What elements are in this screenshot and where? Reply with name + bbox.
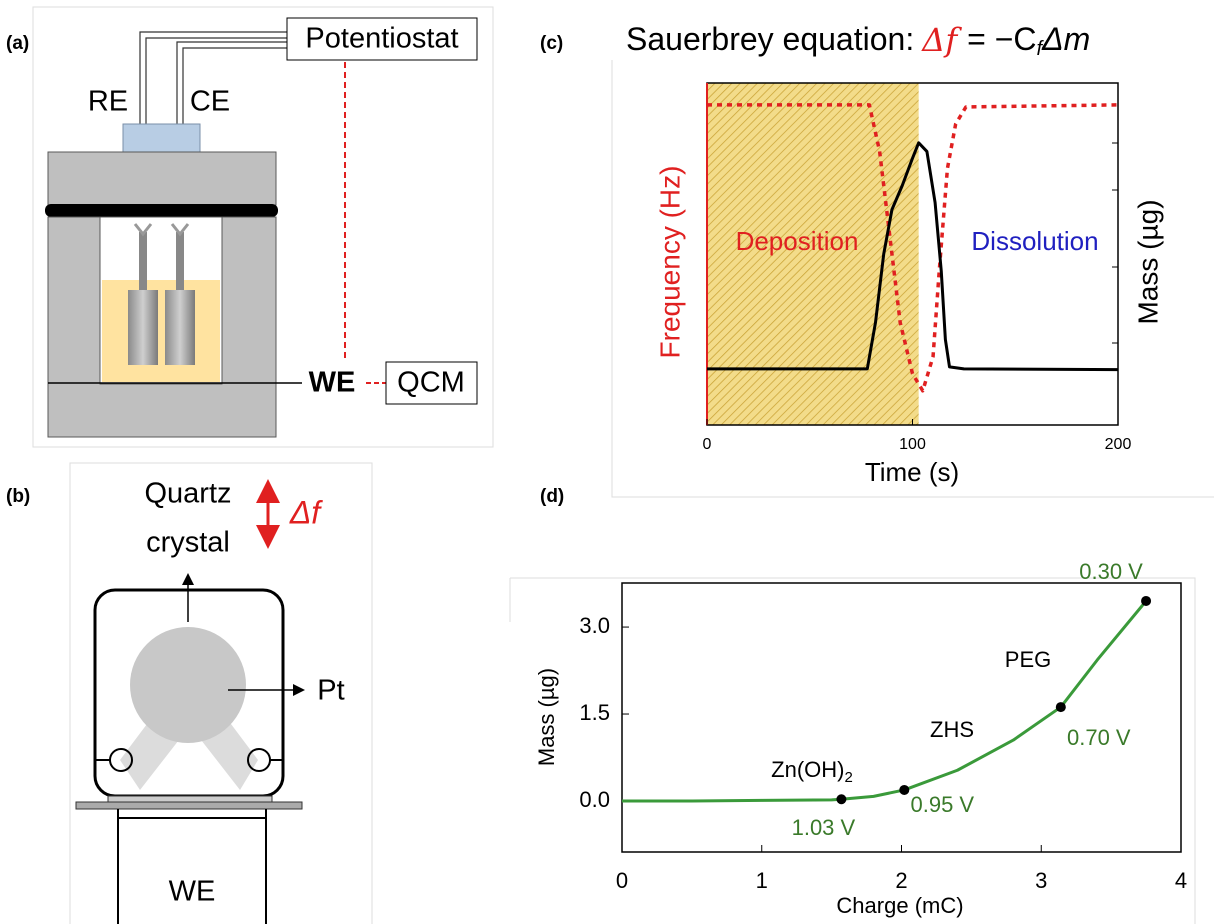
marker: [899, 785, 909, 795]
x-tick-label: 0: [616, 868, 628, 893]
marker: [836, 794, 846, 804]
y2-axis-label: Mass (µg): [1132, 199, 1163, 324]
phase-label: Zn(OH)2: [771, 757, 853, 786]
label: Δf: [289, 494, 323, 530]
label: Quartz: [144, 478, 231, 510]
title-text: Sauerbrey equation:: [626, 21, 914, 57]
phase-sub: 2: [844, 769, 852, 786]
plate: [76, 802, 302, 809]
page: {"panel_labels": ["(a)", "(b)", "(c)", "…: [0, 0, 1214, 924]
y-axis-label: Frequency (Hz): [654, 166, 685, 359]
x-tick-label: 2: [895, 868, 907, 893]
electrode: [165, 290, 195, 365]
lid: [48, 152, 276, 205]
panel-b: Quartz crystal Δf Pt WE: [70, 463, 372, 924]
point-label: 1.03 V: [792, 815, 856, 840]
plot-frame: [622, 583, 1181, 852]
panel-border: [510, 578, 1195, 924]
y-tick-label: 0.0: [579, 787, 610, 812]
equation-lhs: Δf: [920, 21, 962, 59]
panel-c: Sauerbrey equation:Δf= −CfΔm 0 100 200 Time…: [612, 21, 1214, 498]
y-tick-label: 1.5: [579, 700, 610, 725]
panel-d: 0 1 2 3 4 0.0 1.5 3.0 1.03 V 0.95 V 0.70 V 0.30 V Zn…: [510, 559, 1195, 924]
x-tick-label: 3: [1035, 868, 1047, 893]
x-tick-label: 4: [1175, 868, 1187, 893]
panel-label: (c): [540, 33, 563, 54]
cap: [123, 124, 200, 152]
panel-label: (b): [6, 486, 30, 507]
x-axis-label: Charge (mC): [836, 893, 963, 918]
o-ring: [45, 204, 278, 217]
x-axis-label: Time (s): [865, 457, 959, 487]
y-tick-label: 3.0: [579, 613, 610, 638]
y-axis-label: Mass (µg): [534, 668, 559, 766]
label: WE: [309, 367, 356, 399]
rod: [176, 232, 184, 292]
x-tick-label: 100: [899, 436, 926, 453]
x-tick-label: 0: [703, 436, 712, 453]
label: CE: [190, 86, 230, 118]
series-line: [622, 601, 1146, 801]
plate: [108, 796, 272, 802]
phase-label: PEG: [1005, 647, 1051, 672]
annotation: Dissolution: [971, 226, 1098, 256]
equation-end: Δm: [1041, 21, 1090, 57]
electrode: [128, 290, 158, 365]
label: WE: [169, 876, 216, 908]
chart-title: Sauerbrey equation:Δf= −CfΔm: [626, 21, 1090, 61]
marker: [1141, 596, 1151, 606]
label: crystal: [146, 527, 230, 559]
rod: [139, 232, 147, 292]
electrolyte: [102, 280, 220, 382]
panel-a: Potentiostat RE CE WE QCM: [33, 7, 493, 447]
label: QCM: [397, 367, 465, 399]
pt-electrode: [130, 627, 246, 743]
marker: [1056, 702, 1066, 712]
label: Potentiostat: [305, 23, 458, 55]
panel-label: (d): [540, 486, 564, 507]
phase-label: ZHS: [930, 717, 974, 742]
annotation: Deposition: [736, 226, 859, 256]
equation-mid: = −C: [967, 21, 1036, 57]
point-label: 0.95 V: [910, 792, 974, 817]
phase-text: Zn(OH): [771, 757, 844, 782]
label: Pt: [317, 675, 344, 707]
figure: (a) (b) (c) (d) Potentiostat RE CE WE QC…: [0, 0, 1214, 924]
x-tick-label: 200: [1105, 436, 1132, 453]
label: RE: [88, 86, 128, 118]
point-label: 0.30 V: [1079, 559, 1143, 584]
point-label: 0.70 V: [1067, 725, 1131, 750]
x-tick-label: 1: [756, 868, 768, 893]
panel-label: (a): [6, 33, 29, 54]
